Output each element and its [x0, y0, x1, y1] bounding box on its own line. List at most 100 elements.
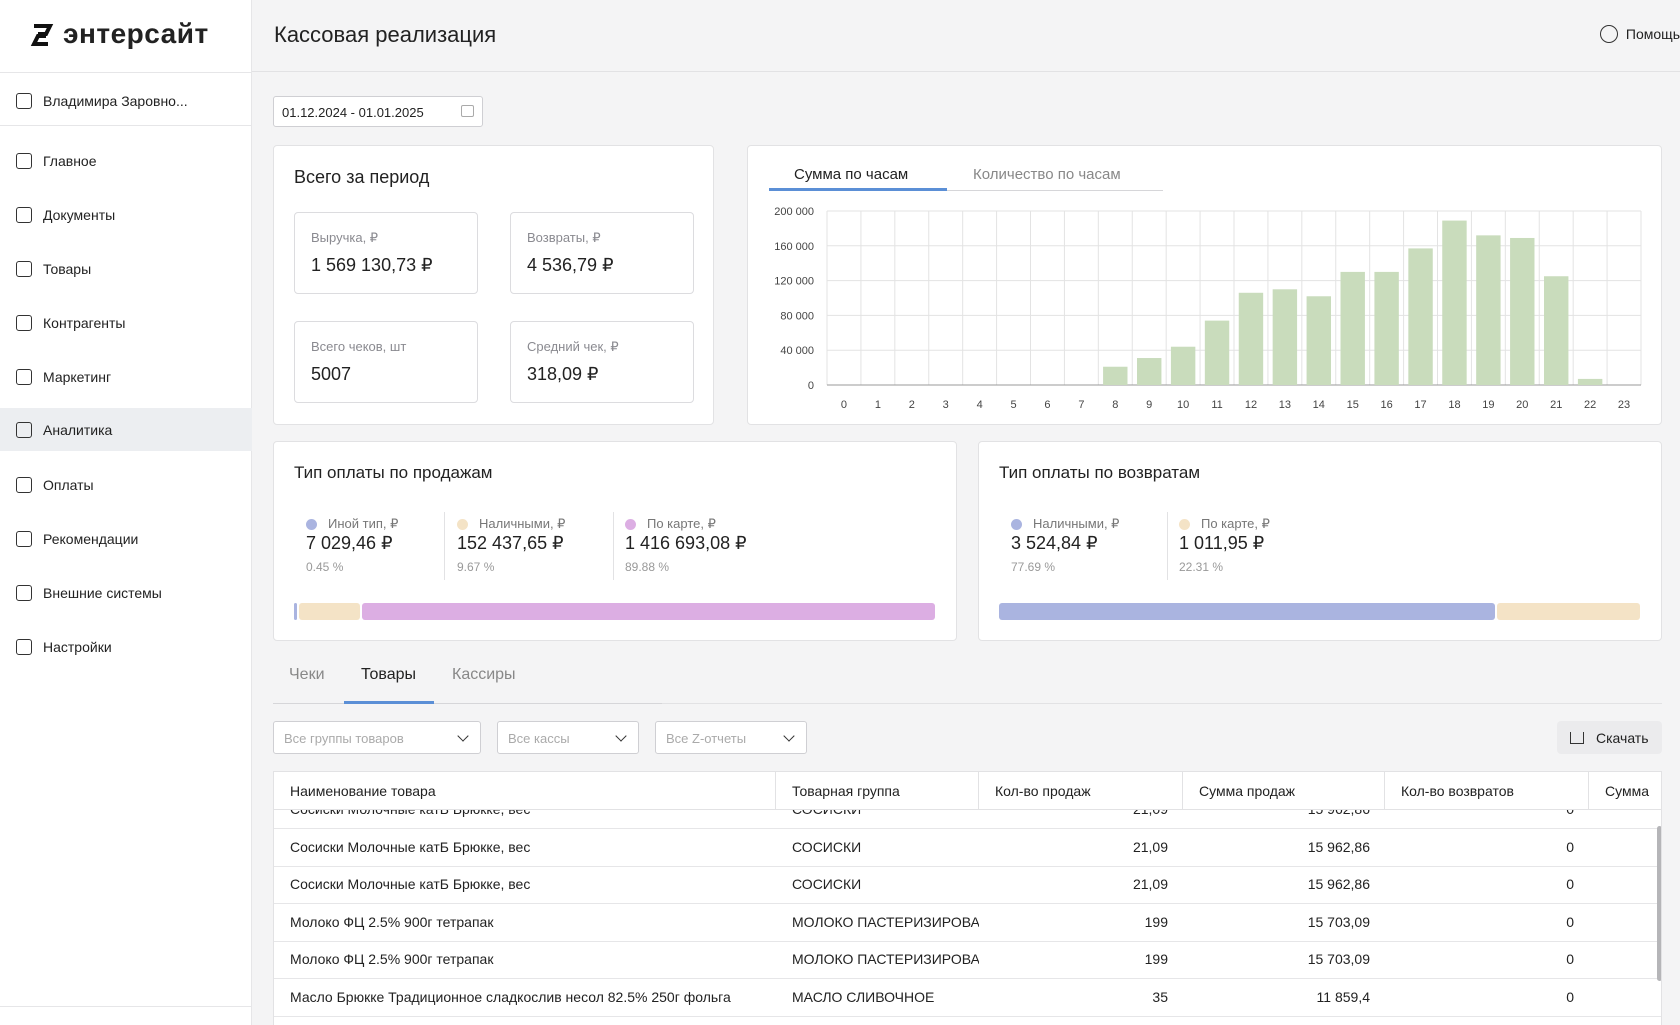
chart-tab[interactable]: Количество по часам: [973, 166, 1121, 183]
table-cell: Молоко ФЦ 2.5% 900г тетрапак: [290, 951, 494, 967]
x-tick-label: 7: [1078, 399, 1084, 411]
table-cell: 15 703,09: [1307, 913, 1370, 930]
card-title: Тип оплаты по продажам: [294, 463, 493, 482]
stat-box: Всего чеков, шт 5007: [294, 321, 478, 403]
column-header[interactable]: Кол-во продаж: [979, 772, 1183, 810]
bar: [1374, 271, 1399, 385]
share-segment: [294, 603, 297, 620]
x-tick-label: 12: [1245, 399, 1257, 411]
filter-dropdown[interactable]: Все кассы: [497, 721, 639, 754]
column-header[interactable]: Кол-во возвратов: [1385, 772, 1589, 810]
store-selector[interactable]: Владимира Заровно...: [0, 79, 252, 122]
table-cell: Сосиски Молочные катБ Брюкке, вес: [290, 876, 531, 892]
tab[interactable]: Товары: [361, 666, 417, 683]
x-tick-label: 16: [1381, 399, 1393, 411]
nav-icon: [16, 530, 32, 547]
table-cell: 35: [1152, 988, 1168, 1005]
nav-item[interactable]: Маркетинг: [0, 355, 252, 398]
payment-share: 89.88 %: [625, 560, 670, 574]
nav-label: Главное: [43, 152, 97, 169]
payment-share: 9.67 %: [457, 560, 495, 574]
table-cell: Сосиски Молочные катБ Брюкке, вес: [290, 810, 776, 829]
x-tick-label: 18: [1448, 399, 1460, 411]
x-tick-label: 22: [1584, 399, 1596, 411]
x-tick-label: 4: [977, 399, 983, 411]
table-cell: 15 962,86: [1307, 838, 1370, 855]
nav-icon: [16, 152, 32, 169]
bar: [1272, 289, 1298, 385]
nav-item[interactable]: Настройки: [0, 625, 252, 668]
x-tick-label: 8: [1112, 399, 1118, 411]
x-tick-label: 15: [1347, 399, 1359, 411]
legend-dot: [306, 518, 317, 530]
row-border: [274, 828, 1661, 829]
legend-name: Наличными, ₽: [1033, 516, 1120, 531]
tab[interactable]: Чеки: [289, 666, 325, 683]
chart-tab[interactable]: Сумма по часам: [794, 166, 909, 183]
table-cell: Молоко ФЦ 2.5% 900г тетрапак: [290, 913, 494, 930]
column-header[interactable]: Наименование товара: [274, 772, 776, 810]
help-icon: [1599, 25, 1618, 43]
table: Наименование товара Товарная группа Кол-во…: [273, 771, 1662, 1025]
nav-item[interactable]: Главное: [0, 139, 252, 182]
x-tick-label: 1: [875, 399, 881, 411]
share-segment: [362, 603, 935, 620]
table-cell: МОЛОКО ПАСТЕРИЗИРОВАННОЕ: [792, 913, 979, 930]
stat-box: Выручка, ₽ 1 569 130,73 ₽: [294, 212, 478, 294]
x-tick-label: 2: [909, 399, 915, 411]
divider: [444, 512, 445, 580]
nav-item[interactable]: Товары: [0, 247, 252, 290]
nav-item[interactable]: Документы: [0, 193, 252, 236]
row-border: [274, 1015, 1661, 1017]
filter-dropdown[interactable]: Все группы товаров: [273, 721, 481, 754]
payment-amount: 1 416 693,08 ₽: [625, 533, 747, 553]
nav-item[interactable]: Контрагенты: [0, 301, 252, 344]
bar: [1476, 235, 1501, 385]
nav-item[interactable]: Оплаты: [0, 463, 252, 506]
nav-item[interactable]: Рекомендации: [0, 517, 252, 560]
topbar: Кассовая реализация Помощь: [252, 0, 1680, 72]
table-cell: 0: [1566, 838, 1574, 855]
table-cell: 21,09: [979, 810, 1168, 829]
payment-share: 0.45 %: [306, 560, 344, 574]
nav-label: Аналитика: [43, 421, 113, 438]
column-header[interactable]: Сумма: [1589, 772, 1661, 810]
nav-icon: [16, 476, 32, 493]
date-range: 01.12.2024 - 01.01.2025: [282, 105, 424, 120]
summary-card: Всего за период Выручка, ₽ 1 569 130,73 ₽…: [273, 145, 714, 425]
tab[interactable]: Кассиры: [452, 666, 516, 683]
download-button[interactable]: Скачать: [1557, 721, 1662, 754]
table-cell: 0: [1566, 876, 1574, 892]
nav-icon: [16, 260, 32, 277]
bar: [1340, 271, 1365, 385]
column-header[interactable]: Сумма продаж: [1183, 772, 1385, 810]
help-button[interactable]: Помощь: [1599, 25, 1680, 43]
table-cell: СОСИСКИ: [792, 876, 862, 892]
table-cell: МОЛОКО ПАСТЕРИЗИРОВАННОЕ: [792, 951, 979, 967]
y-tick-label: 120 000: [774, 276, 814, 288]
help-label: Помощь: [1625, 26, 1680, 42]
table-cell: СОСИСКИ: [792, 810, 979, 829]
table-cell: 11 859,4: [1316, 988, 1370, 1005]
filter-dropdown[interactable]: Все Z-отчеты: [655, 721, 807, 754]
table-cell: Масло Брюкке Традиционное сладкослив нес…: [290, 988, 731, 1005]
stat-box: Средний чек, ₽ 318,09 ₽: [510, 321, 694, 403]
legend-dot: [457, 518, 468, 530]
y-tick-label: 40 000: [780, 345, 814, 357]
page-title: Кассовая реализация: [274, 22, 497, 47]
nav-label: Документы: [43, 206, 116, 223]
nav-item[interactable]: Аналитика: [0, 408, 252, 451]
nav-item[interactable]: Внешние системы: [0, 571, 252, 614]
bar: [1136, 358, 1162, 385]
tab-underline: [344, 701, 434, 704]
store-name: Владимира Заровно...: [43, 92, 188, 109]
column-header[interactable]: Товарная группа: [776, 772, 979, 810]
legend-name: По карте, ₽: [647, 516, 716, 531]
chart-card: Сумма по часам Количество по часам 0 40 0…: [747, 145, 1662, 425]
scrollbar: [1657, 826, 1661, 981]
nav-label: Рекомендации: [43, 530, 139, 547]
stat-value: 4 536,79 ₽: [527, 255, 614, 275]
bar: [1408, 248, 1433, 385]
date-range-picker[interactable]: 01.12.2024 - 01.01.2025: [273, 96, 483, 127]
tab-line: [769, 190, 1163, 191]
